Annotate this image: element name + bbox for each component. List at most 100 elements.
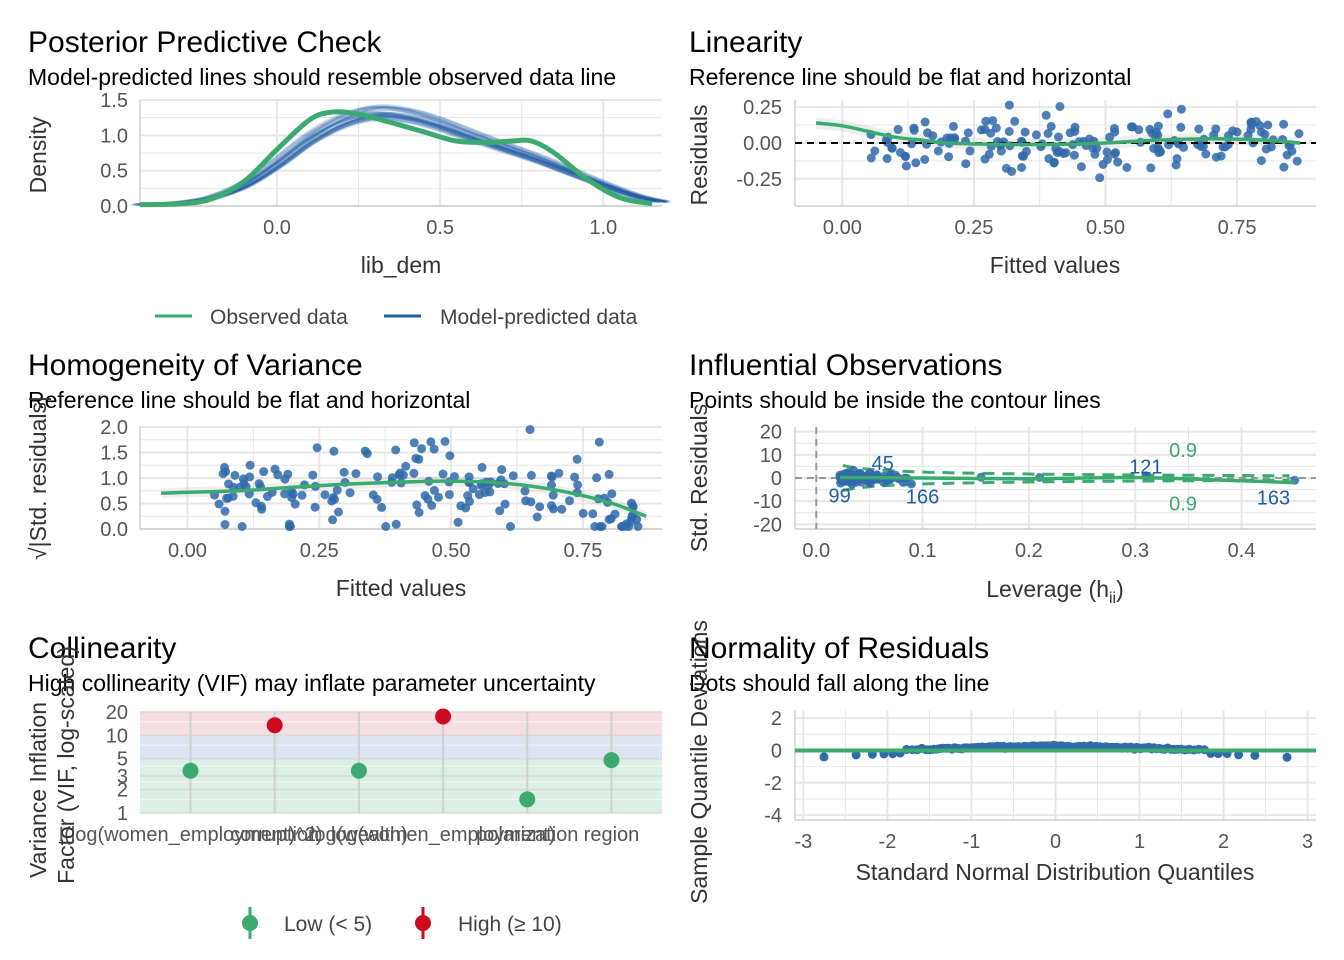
vif-point bbox=[519, 791, 536, 808]
point-label: 163 bbox=[1257, 488, 1290, 510]
data-point bbox=[1020, 127, 1030, 137]
data-point bbox=[570, 472, 580, 482]
x-tick-label: 0 bbox=[1050, 831, 1061, 853]
x-tick-label: region bbox=[584, 824, 640, 846]
data-point bbox=[245, 472, 255, 482]
data-point bbox=[1194, 124, 1204, 134]
data-point bbox=[312, 443, 322, 453]
band-low bbox=[140, 758, 662, 813]
y-tick-label: -0.25 bbox=[736, 169, 782, 191]
y-axis-label: Density bbox=[25, 116, 51, 193]
data-point bbox=[223, 493, 233, 503]
y-tick-label: 1.5 bbox=[100, 443, 128, 465]
data-point bbox=[230, 470, 240, 480]
data-point bbox=[1282, 752, 1292, 762]
data-point bbox=[1004, 100, 1014, 110]
vif-point bbox=[603, 752, 620, 769]
data-point bbox=[633, 522, 643, 531]
data-point bbox=[456, 501, 466, 511]
y-tick-label: 1.0 bbox=[100, 468, 128, 490]
y-tick-label: 0.5 bbox=[100, 161, 128, 183]
panel-subtitle: Reference line should be flat and horizo… bbox=[28, 387, 470, 413]
data-point bbox=[1070, 122, 1080, 132]
data-point bbox=[1061, 148, 1071, 158]
smooth-line bbox=[839, 475, 1295, 485]
x-tick-label: -1 bbox=[963, 831, 981, 853]
data-point bbox=[572, 454, 582, 464]
data-point bbox=[345, 488, 355, 498]
data-point bbox=[1149, 144, 1159, 153]
band-high bbox=[140, 712, 662, 736]
contour-label: 0.9 bbox=[1169, 440, 1197, 462]
y-axis-label: Residuals bbox=[686, 105, 712, 206]
data-point bbox=[882, 154, 892, 163]
y-tick-label: 0.5 bbox=[100, 494, 128, 516]
x-tick-label: 0.50 bbox=[1086, 217, 1125, 239]
data-point bbox=[330, 495, 339, 504]
data-point bbox=[896, 148, 905, 157]
panel-subtitle: Dots should fall along the line bbox=[689, 670, 989, 696]
data-point bbox=[1046, 121, 1056, 131]
data-point bbox=[395, 468, 405, 478]
legend-high-key bbox=[415, 915, 431, 931]
legend: Observed data Model-predicted data bbox=[155, 306, 638, 329]
x-axis-label: Leverage (hii) bbox=[986, 576, 1124, 607]
data-point bbox=[520, 486, 530, 496]
point-label: 166 bbox=[906, 486, 939, 508]
data-point bbox=[911, 158, 921, 168]
y-tick-label: 2 bbox=[771, 708, 782, 730]
y-tick-label: 10 bbox=[760, 445, 782, 467]
data-point bbox=[237, 522, 247, 531]
data-point bbox=[1232, 127, 1242, 137]
panel-title: Homogeneity of Variance bbox=[28, 349, 363, 382]
vif-point bbox=[266, 717, 283, 734]
panel-title: Normality of Residuals bbox=[689, 632, 989, 665]
panel-title: Influential Observations bbox=[689, 349, 1003, 382]
data-point bbox=[1113, 157, 1123, 167]
data-point bbox=[963, 128, 973, 138]
data-point bbox=[214, 499, 224, 509]
data-point bbox=[1109, 123, 1119, 133]
y-tick-label: 3 bbox=[117, 766, 128, 788]
data-point bbox=[401, 461, 411, 471]
data-point bbox=[308, 470, 318, 480]
y-axis-label: Variance Inflation bbox=[25, 702, 51, 878]
data-point bbox=[525, 425, 535, 435]
data-point bbox=[984, 149, 994, 159]
x-tick-label: -2 bbox=[879, 831, 897, 853]
predicted-density-line bbox=[149, 111, 672, 206]
x-tick-label: 0.00 bbox=[168, 540, 207, 562]
predicted-density-line bbox=[133, 114, 656, 206]
smooth-line bbox=[815, 121, 1301, 147]
data-point bbox=[1256, 156, 1266, 166]
data-point bbox=[414, 508, 424, 517]
data-point bbox=[1263, 120, 1273, 130]
data-point bbox=[320, 490, 330, 500]
data-point bbox=[220, 520, 230, 529]
data-point bbox=[1055, 102, 1065, 111]
panel-homogeneity: Homogeneity of Variance Reference line sh… bbox=[25, 349, 662, 601]
data-point bbox=[907, 139, 917, 149]
data-point bbox=[270, 464, 280, 474]
data-point bbox=[329, 446, 339, 456]
data-point bbox=[334, 507, 343, 517]
data-point bbox=[297, 490, 307, 500]
panel-title: Posterior Predictive Check bbox=[28, 26, 382, 59]
data-point bbox=[245, 460, 255, 470]
data-point bbox=[557, 504, 567, 514]
data-point bbox=[948, 121, 958, 131]
data-point bbox=[604, 515, 614, 524]
data-point bbox=[928, 131, 938, 141]
data-point bbox=[942, 133, 952, 143]
data-point bbox=[262, 492, 272, 501]
point-label: 45 bbox=[872, 453, 894, 475]
data-point bbox=[1261, 144, 1271, 154]
data-point bbox=[607, 489, 617, 499]
data-point bbox=[1076, 162, 1086, 172]
y-tick-label: 0.25 bbox=[743, 97, 782, 119]
data-point bbox=[381, 522, 391, 531]
predicted-density-line bbox=[135, 114, 659, 206]
data-point bbox=[1111, 148, 1120, 158]
data-point bbox=[1122, 163, 1132, 172]
data-point bbox=[1294, 129, 1304, 139]
